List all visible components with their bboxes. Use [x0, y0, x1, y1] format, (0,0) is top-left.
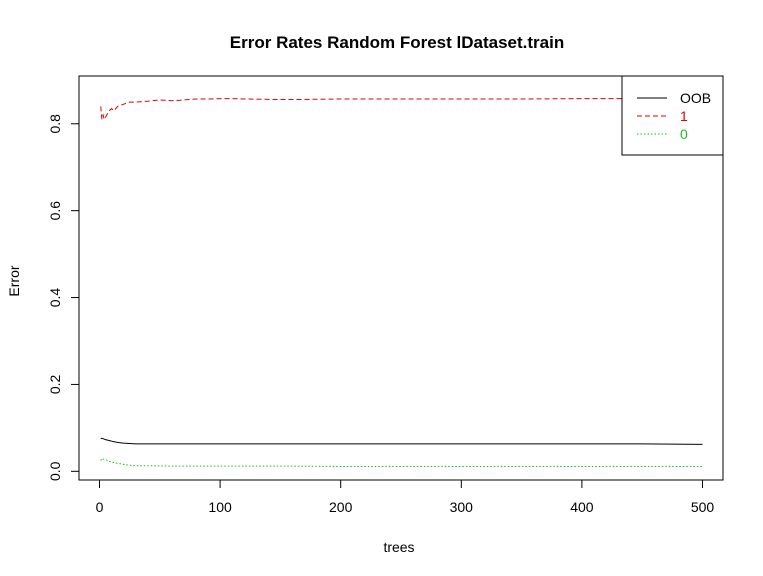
chart-title: Error Rates Random Forest lDataset.train — [230, 33, 564, 52]
y-tick-label: 0.4 — [47, 288, 63, 308]
x-tick-label: 0 — [96, 499, 104, 515]
legend-label: OOB — [680, 90, 711, 106]
series-line-oob — [100, 437, 703, 445]
legend: OOB 1 0 — [621, 75, 724, 156]
y-axis: 0.0 0.2 0.4 0.6 0.8 — [47, 114, 80, 481]
y-tick-label: 0.0 — [47, 461, 63, 481]
x-tick-label: 300 — [450, 499, 474, 515]
series-line-class-0 — [100, 457, 703, 467]
series-line-class-1 — [100, 98, 703, 121]
x-tick-label: 100 — [208, 499, 232, 515]
legend-label: 0 — [680, 126, 688, 142]
series-layer — [100, 98, 703, 467]
x-tick-label: 200 — [329, 499, 353, 515]
x-tick-label: 500 — [691, 499, 715, 515]
y-tick-label: 0.8 — [47, 114, 63, 134]
y-tick-label: 0.6 — [47, 201, 63, 221]
x-axis-label: trees — [383, 539, 414, 555]
x-axis: 0 100 200 300 400 500 — [96, 479, 715, 515]
y-tick-label: 0.2 — [47, 374, 63, 394]
legend-label: 1 — [680, 108, 688, 124]
x-tick-label: 400 — [570, 499, 594, 515]
y-axis-label: Error — [6, 265, 22, 296]
